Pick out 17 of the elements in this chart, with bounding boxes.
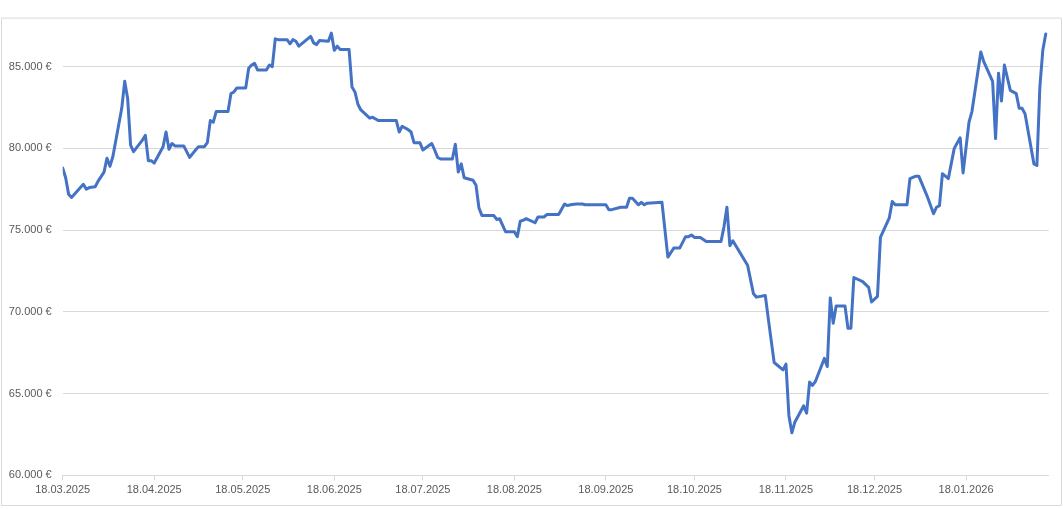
y-tick-label: 65.000 €: [8, 386, 52, 399]
x-tick-label: 18.11.2025: [758, 482, 814, 495]
x-tick-label: 18.10.2025: [666, 482, 722, 495]
x-tick-label: 18.12.2025: [847, 482, 903, 495]
y-tick-label: 70.000 €: [8, 304, 52, 317]
x-tick-label: 18.07.2025: [395, 482, 451, 495]
x-tick-label: 18.01.2026: [938, 482, 994, 495]
y-tick-label: 75.000 €: [8, 223, 52, 236]
y-tick-label: 60.000 €: [8, 468, 52, 481]
x-tick-label: 18.06.2025: [306, 482, 362, 495]
x-tick-label: 18.09.2025: [578, 482, 634, 495]
y-tick-label: 85.000 €: [8, 59, 52, 72]
x-tick-label: 18.08.2025: [486, 482, 542, 495]
x-tick-label: 18.05.2025: [215, 482, 271, 495]
x-tick-label: 18.03.2025: [35, 482, 91, 495]
y-tick-label: 80.000 €: [8, 141, 52, 154]
x-tick-label: 18.04.2025: [126, 482, 182, 495]
